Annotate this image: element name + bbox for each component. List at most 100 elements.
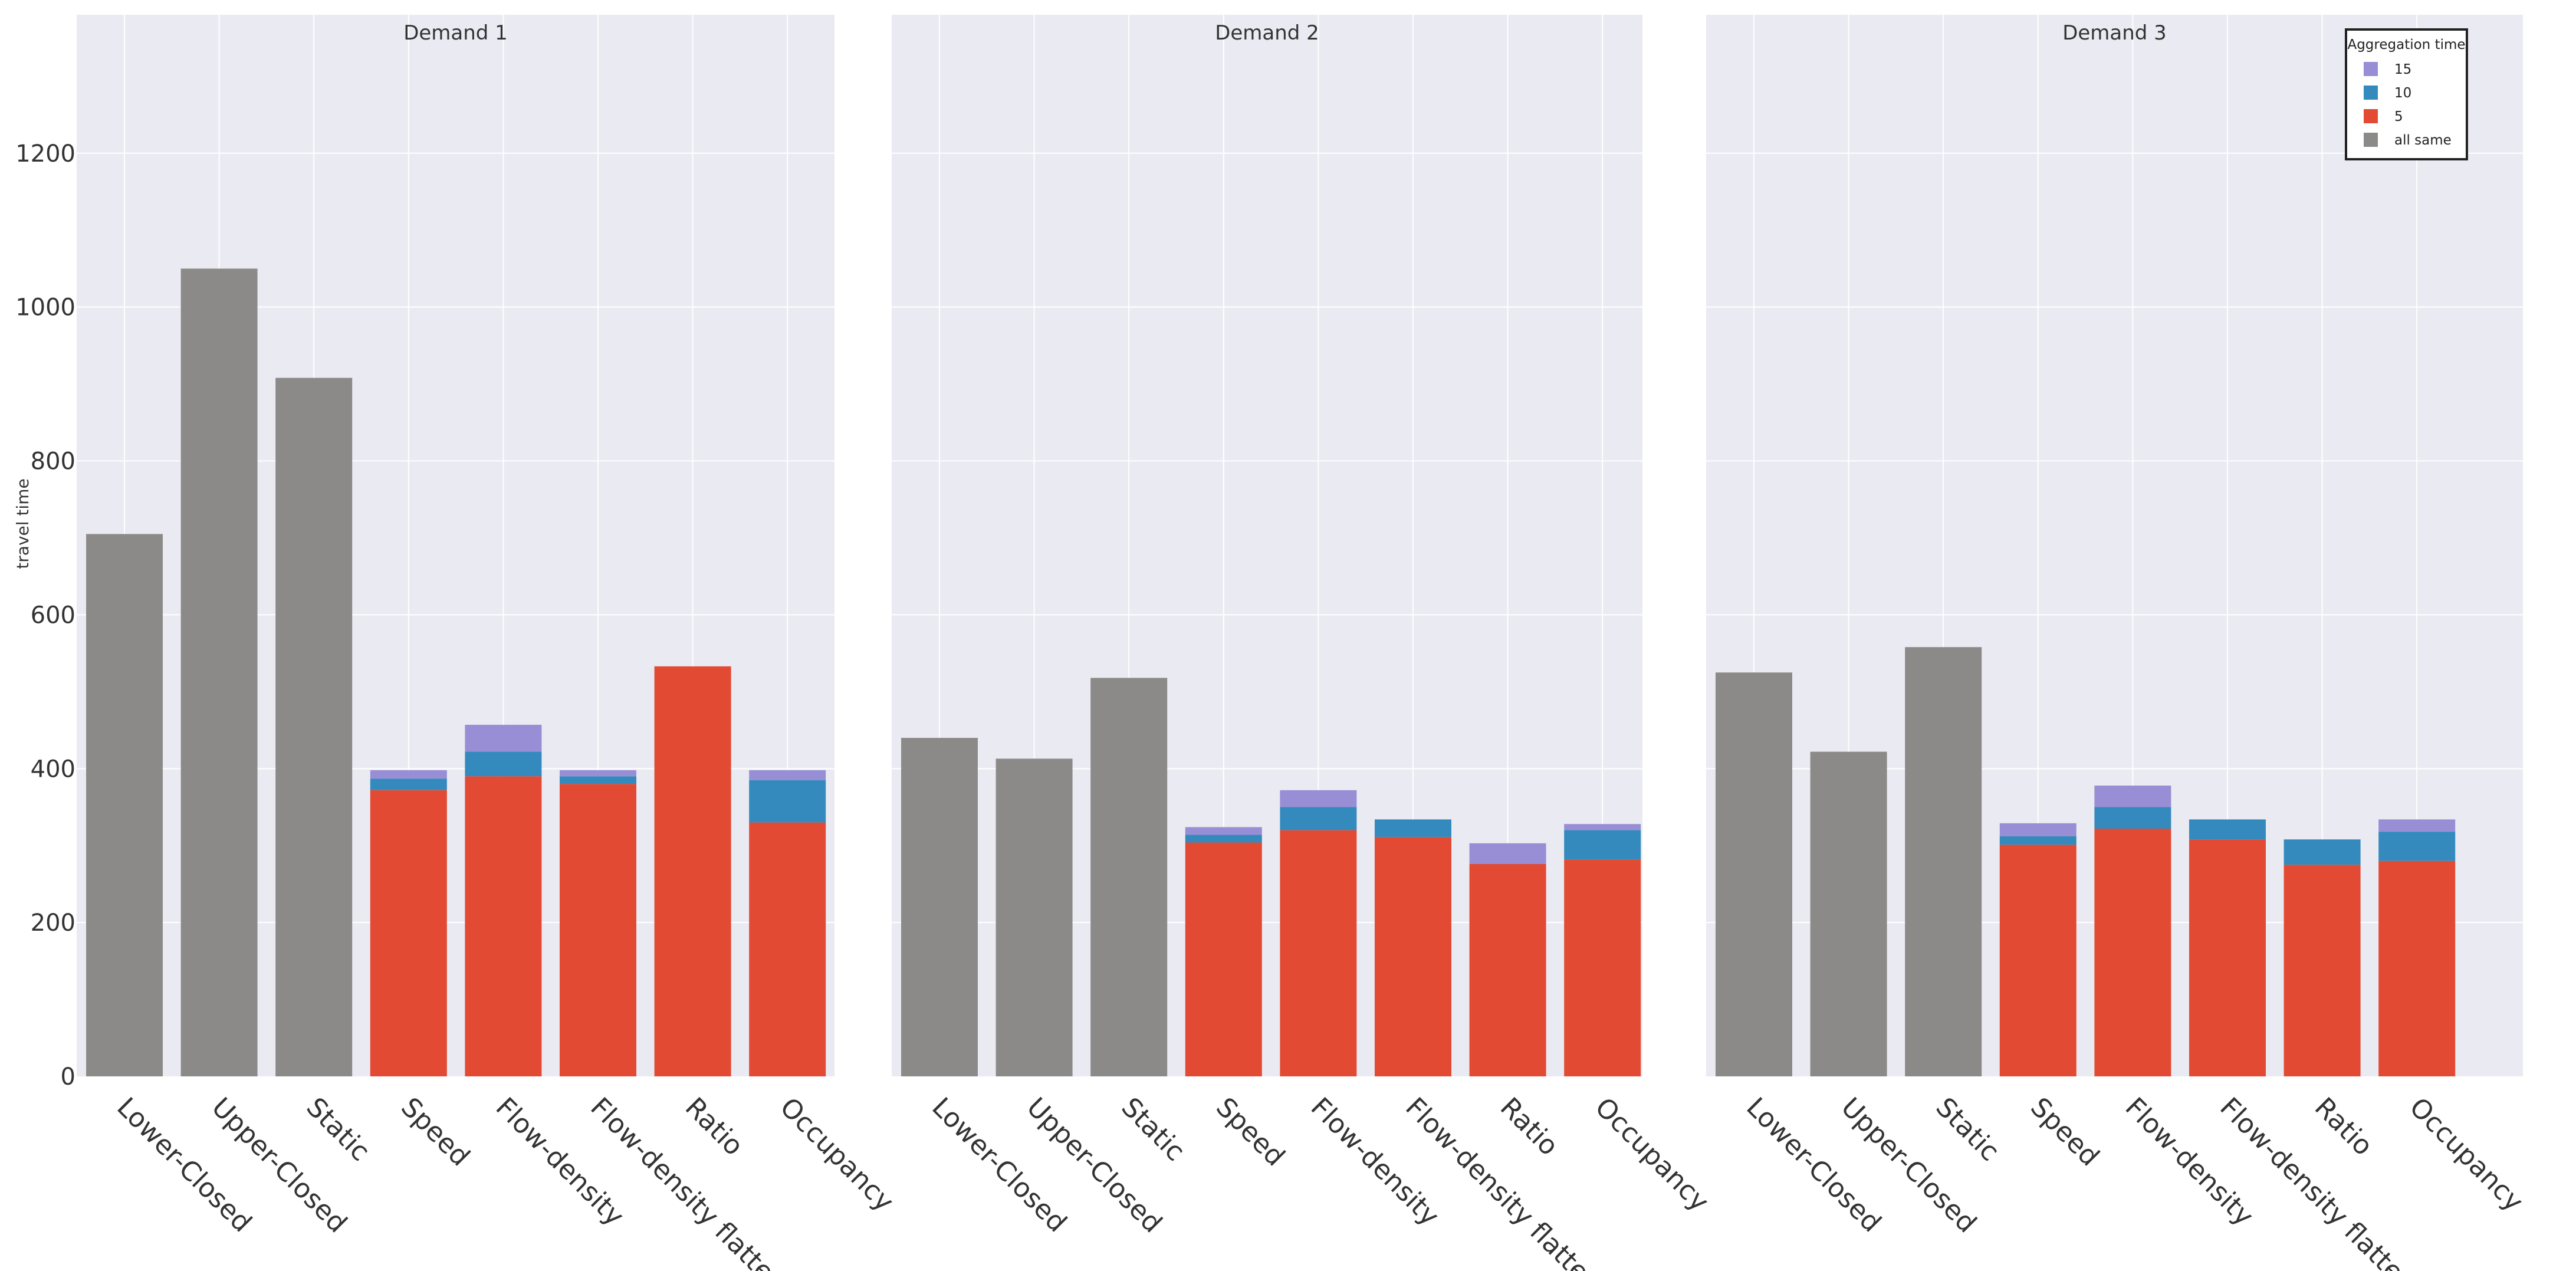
bar-segment-10 <box>2189 819 2266 840</box>
bar-segment-10 <box>560 776 636 784</box>
bar-all-same <box>180 268 258 1076</box>
y-tick-label: 1000 <box>15 294 75 321</box>
bar-segment-5 <box>1999 845 2076 1076</box>
bar-group <box>1999 823 2076 1076</box>
bar-segment-15 <box>1564 824 1641 830</box>
x-tick-label: Occupancy <box>1589 1091 1715 1217</box>
bar-segment-15 <box>749 770 826 780</box>
bar-all-same <box>995 758 1073 1076</box>
legend-label: 10 <box>2394 86 2411 101</box>
bar-segment-5 <box>465 776 542 1076</box>
bar-segment-5 <box>1469 864 1546 1076</box>
bar-segment-5 <box>1280 830 1357 1076</box>
bar-group <box>1716 672 1792 1076</box>
bar-all-same <box>1716 672 1792 1076</box>
bar-segment-10 <box>1375 819 1451 838</box>
legend-label: 5 <box>2394 109 2403 124</box>
legend-label: 15 <box>2394 62 2411 77</box>
bar-group <box>654 666 731 1076</box>
bar-segment-10 <box>370 779 447 790</box>
legend-title: Aggregation time <box>2347 37 2465 52</box>
bar-segment-10 <box>1564 830 1641 860</box>
x-tick-label: Occupancy <box>2403 1091 2529 1217</box>
bar-all-same <box>1090 678 1168 1076</box>
bar-segment-10 <box>1185 835 1262 843</box>
bar-segment-15 <box>465 724 542 752</box>
bar-group <box>2378 819 2456 1076</box>
x-tick-label: Ratio <box>2309 1091 2379 1161</box>
bar-segment-5 <box>1375 837 1451 1076</box>
bar-segment-10 <box>465 751 542 777</box>
x-tick-label: Static <box>1115 1091 1191 1167</box>
x-tick-label: Static <box>1930 1091 2005 1167</box>
bar-segment-10 <box>2378 832 2456 861</box>
legend-label: all same <box>2394 133 2452 148</box>
bar-all-same <box>1810 751 1887 1076</box>
y-tick-label: 200 <box>31 909 75 937</box>
bar-segment-15 <box>1999 823 2076 837</box>
bar-group <box>560 770 636 1076</box>
bar-group <box>1564 824 1641 1076</box>
y-tick-label: 600 <box>31 602 75 629</box>
legend: Aggregation time 15 10 5 all same <box>2345 28 2468 160</box>
bar-segment-15 <box>2378 819 2456 832</box>
bar-segment-5 <box>1564 859 1641 1076</box>
x-tick-label: Static <box>300 1091 376 1167</box>
bar-group <box>1905 647 1982 1076</box>
bar-all-same <box>86 534 163 1076</box>
bar-segment-5 <box>654 666 731 1076</box>
bar-segment-15 <box>2094 785 2171 807</box>
bar-group <box>749 770 826 1076</box>
bar-segment-15 <box>1185 827 1262 835</box>
bar-group <box>2094 785 2171 1076</box>
bar-segment-15 <box>1469 843 1546 864</box>
bar-group <box>465 724 542 1076</box>
bar-group <box>1280 790 1357 1076</box>
bar-group <box>2189 819 2266 1076</box>
y-axis-label: travel time <box>13 478 32 569</box>
x-tick-label: Ratio <box>679 1091 750 1161</box>
legend-swatch <box>2364 62 2378 76</box>
legend-swatch <box>2364 109 2378 123</box>
legend-swatch <box>2364 133 2378 147</box>
x-tick-label: Speed <box>1210 1091 1291 1172</box>
bar-segment-10 <box>2094 807 2171 829</box>
bar-segment-5 <box>370 790 447 1076</box>
bar-segment-5 <box>2189 839 2266 1076</box>
x-tick-label: Occupancy <box>774 1091 900 1217</box>
legend-swatch <box>2364 86 2378 100</box>
bar-group <box>1090 678 1168 1076</box>
bar-all-same <box>1905 647 1982 1076</box>
bar-group <box>995 758 1073 1076</box>
y-tick-label: 0 <box>61 1063 75 1091</box>
bar-segment-5 <box>2094 829 2171 1076</box>
bar-segment-10 <box>1280 807 1357 830</box>
bar-group <box>1375 819 1451 1076</box>
bar-segment-10 <box>2283 839 2361 865</box>
x-tick-label: Speed <box>2025 1091 2105 1172</box>
bar-group <box>901 738 978 1076</box>
bar-segment-5 <box>560 784 636 1076</box>
bar-segment-15 <box>370 770 447 779</box>
bar-segment-5 <box>2378 861 2456 1076</box>
panel-title: Demand 1 <box>403 21 508 45</box>
bar-segment-15 <box>560 770 636 777</box>
bar-all-same <box>901 738 978 1076</box>
y-tick-label: 400 <box>31 756 75 783</box>
bar-group <box>1810 751 1887 1076</box>
bar-group <box>370 770 447 1076</box>
y-tick-label: 800 <box>31 448 75 475</box>
bar-group <box>2283 839 2361 1076</box>
x-tick-label: Ratio <box>1494 1091 1565 1161</box>
bar-segment-5 <box>2283 865 2361 1076</box>
bar-group <box>1185 827 1262 1076</box>
bar-segment-10 <box>749 780 826 823</box>
bar-segment-15 <box>1280 790 1357 807</box>
bar-segment-10 <box>1999 836 2076 845</box>
panel-title: Demand 3 <box>2062 21 2167 45</box>
x-tick-label: Speed <box>395 1091 476 1172</box>
